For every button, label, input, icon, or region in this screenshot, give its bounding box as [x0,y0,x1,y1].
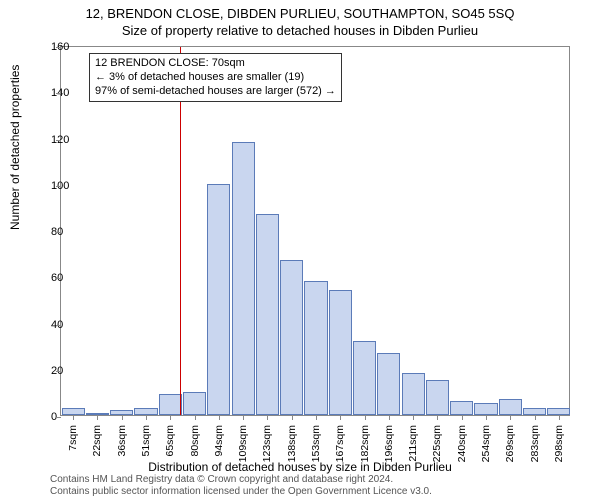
y-tick-label: 60 [51,272,53,284]
y-tick-label: 160 [51,41,53,53]
x-tick-label: 153sqm [310,425,322,462]
x-tick-label: 65sqm [164,425,176,457]
histogram-bar [134,408,157,415]
footer-line2: Contains public sector information licen… [50,486,432,498]
y-tick-label: 80 [51,226,53,238]
x-tick-label: 167sqm [334,425,346,462]
y-tick-label: 0 [51,411,53,423]
x-tick-label: 182sqm [359,425,371,462]
histogram-bar [207,184,230,415]
histogram-bar [402,373,425,415]
y-axis-label: Number of detached properties [8,65,22,230]
x-axis-label: Distribution of detached houses by size … [0,460,600,474]
x-tick-label: 51sqm [140,425,152,457]
histogram-bar [547,408,570,415]
histogram-bar [426,380,449,415]
chart-footer: Contains HM Land Registry data © Crown c… [50,474,432,498]
chart-title-line2: Size of property relative to detached ho… [0,21,600,38]
histogram-bar [232,142,255,415]
x-tick-label: 138sqm [286,425,298,462]
histogram-bar [499,399,522,415]
x-tick-label: 7sqm [67,425,79,451]
histogram-bar [450,401,473,415]
histogram-bar [523,408,546,415]
plot-area: 0204060801001201401607sqm22sqm36sqm51sqm… [60,46,570,416]
x-tick-label: 196sqm [383,425,395,462]
x-tick-label: 298sqm [553,425,565,462]
histogram-bar [183,392,206,415]
x-tick-label: 109sqm [237,425,249,462]
footer-line1: Contains HM Land Registry data © Crown c… [50,474,432,486]
histogram-bar [159,394,182,415]
histogram-bar [474,403,497,415]
histogram-bar [304,281,327,415]
histogram-bar [280,260,303,415]
histogram-bar [256,214,279,415]
chart-title-line1: 12, BRENDON CLOSE, DIBDEN PURLIEU, SOUTH… [0,0,600,21]
x-tick-label: 36sqm [116,425,128,457]
annotation-line2: ← 3% of detached houses are smaller (19) [95,71,336,85]
x-tick-label: 80sqm [189,425,201,457]
x-tick-label: 240sqm [456,425,468,462]
x-tick-label: 211sqm [407,425,419,462]
histogram-bar [353,341,376,415]
y-tick-label: 20 [51,365,53,377]
histogram-bar [329,290,352,415]
histogram-bar [377,353,400,415]
annotation-line1: 12 BRENDON CLOSE: 70sqm [95,57,336,71]
y-tick-label: 140 [51,87,53,99]
y-tick-label: 40 [51,319,53,331]
y-tick-label: 120 [51,134,53,146]
annotation-line3: 97% of semi-detached houses are larger (… [95,85,336,99]
y-tick-label: 100 [51,180,53,192]
x-tick-label: 269sqm [504,425,516,462]
histogram-bar [62,408,85,415]
x-tick-label: 225sqm [431,425,443,462]
x-tick-label: 22sqm [91,425,103,457]
x-tick-label: 283sqm [529,425,541,462]
annotation-box: 12 BRENDON CLOSE: 70sqm← 3% of detached … [89,53,342,102]
x-tick-label: 94sqm [213,425,225,457]
x-tick-label: 123sqm [261,425,273,462]
x-tick-label: 254sqm [480,425,492,462]
